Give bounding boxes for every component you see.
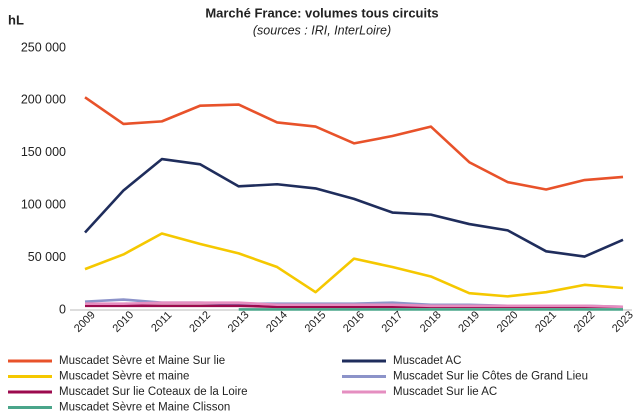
x-tick-label: 2020 bbox=[495, 309, 521, 335]
y-tick-label: 200 000 bbox=[21, 93, 66, 107]
series-line bbox=[84, 157, 624, 258]
series-line bbox=[85, 301, 624, 309]
x-tick-label: 2016 bbox=[341, 309, 367, 335]
y-tick-label: 50 000 bbox=[28, 250, 66, 264]
x-tick-label: 2011 bbox=[149, 309, 174, 334]
x-tick-label: 2017 bbox=[379, 309, 405, 335]
legend-label: Muscadet Sur lie Côtes de Grand Lieu bbox=[393, 371, 588, 383]
y-axis-label: hL bbox=[8, 12, 24, 27]
y-tick-label: 100 000 bbox=[21, 197, 66, 211]
x-tick-label: 2015 bbox=[303, 309, 329, 335]
series-line bbox=[84, 232, 624, 298]
chart-subtitle: (sources : IRI, InterLoire) bbox=[253, 23, 391, 37]
legend-label: Muscadet AC bbox=[393, 355, 461, 367]
x-tick-label: 2018 bbox=[418, 309, 444, 335]
x-tick-label: 2014 bbox=[264, 309, 290, 335]
y-tick-label: 150 000 bbox=[21, 145, 66, 159]
chart-title: Marché France: volumes tous circuits bbox=[205, 5, 438, 20]
legend-label: Muscadet Sur lie AC bbox=[393, 386, 497, 398]
x-tick-label: 2013 bbox=[226, 309, 252, 335]
legend-label: Muscadet Sur lie Coteaux de la Loire bbox=[59, 386, 248, 398]
legend-label: Muscadet Sèvre et Maine Clisson bbox=[59, 402, 230, 414]
x-tick-label: 2022 bbox=[572, 309, 598, 335]
legend-label: Muscadet Sèvre et maine bbox=[59, 371, 189, 383]
y-tick-label: 250 000 bbox=[21, 40, 66, 54]
legend-label: Muscadet Sèvre et Maine Sur lie bbox=[59, 355, 225, 367]
x-tick-label: 2021 bbox=[533, 309, 559, 335]
x-tick-label: 2009 bbox=[72, 309, 98, 335]
series-line bbox=[84, 96, 624, 191]
y-tick-label: 0 bbox=[59, 302, 66, 316]
x-tick-label: 2023 bbox=[610, 309, 636, 335]
x-tick-label: 2012 bbox=[187, 309, 213, 335]
x-tick-label: 2010 bbox=[110, 309, 136, 335]
x-tick-label: 2019 bbox=[456, 309, 482, 335]
